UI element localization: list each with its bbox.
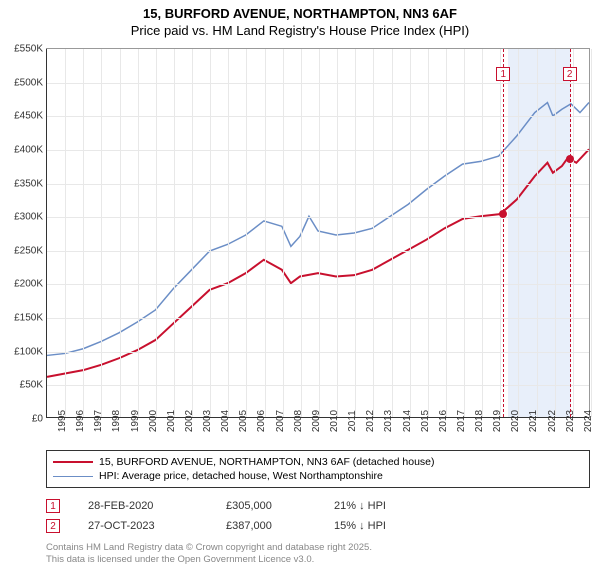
footer-line-2: This data is licensed under the Open Gov…: [46, 554, 590, 566]
sale-date: 27-OCT-2023: [88, 520, 198, 532]
legend-row: 15, BURFORD AVENUE, NORTHAMPTON, NN3 6AF…: [53, 455, 583, 469]
gridline-h: [47, 83, 589, 84]
y-axis-label: £350K: [14, 178, 43, 189]
footer-line-1: Contains HM Land Registry data © Crown c…: [46, 542, 590, 554]
sale-row: 1 28-FEB-2020 £305,000 21% ↓ HPI: [46, 496, 590, 516]
y-axis-label: £200K: [14, 279, 43, 290]
gridline-h: [47, 284, 589, 285]
gridline-v: [210, 49, 211, 417]
gridline-h: [47, 318, 589, 319]
plot-region: £0£50K£100K£150K£200K£250K£300K£350K£400…: [46, 49, 589, 418]
marker-box-2: 2: [563, 67, 577, 81]
marker-line-2: [570, 49, 571, 417]
gridline-v: [555, 49, 556, 417]
gridline-v: [428, 49, 429, 417]
gridline-h: [47, 150, 589, 151]
gridline-h: [47, 184, 589, 185]
y-axis-label: £0: [32, 414, 43, 425]
gridline-v: [83, 49, 84, 417]
y-axis-label: £150K: [14, 313, 43, 324]
gridline-v: [101, 49, 102, 417]
sale-price: £387,000: [226, 520, 306, 532]
gridline-v: [192, 49, 193, 417]
legend-label: HPI: Average price, detached house, West…: [99, 470, 383, 482]
title-line-1: 15, BURFORD AVENUE, NORTHAMPTON, NN3 6AF: [0, 6, 600, 21]
sale-marker-box: 1: [46, 499, 60, 513]
gridline-v: [138, 49, 139, 417]
sale-price: £305,000: [226, 500, 306, 512]
legend-swatch: [53, 461, 93, 463]
x-axis-label: 2025: [591, 410, 600, 432]
gridline-v: [265, 49, 266, 417]
gridline-v: [446, 49, 447, 417]
gridline-h: [47, 217, 589, 218]
gridline-v: [464, 49, 465, 417]
y-axis-label: £550K: [14, 44, 43, 55]
sale-row: 2 27-OCT-2023 £387,000 15% ↓ HPI: [46, 516, 590, 536]
gridline-v: [373, 49, 374, 417]
gridline-v: [156, 49, 157, 417]
marker-dot-1: [499, 210, 507, 218]
gridline-v: [174, 49, 175, 417]
gridline-v: [319, 49, 320, 417]
gridline-v: [65, 49, 66, 417]
gridline-h: [47, 352, 589, 353]
gridline-h: [47, 385, 589, 386]
y-axis-label: £50K: [20, 380, 43, 391]
legend: 15, BURFORD AVENUE, NORTHAMPTON, NN3 6AF…: [46, 450, 590, 488]
marker-line-1: [503, 49, 504, 417]
gridline-v: [573, 49, 574, 417]
y-axis-label: £400K: [14, 144, 43, 155]
gridline-v: [301, 49, 302, 417]
gridline-h: [47, 251, 589, 252]
legend-swatch: [53, 476, 93, 477]
sale-table: 1 28-FEB-2020 £305,000 21% ↓ HPI 2 27-OCT-202…: [46, 496, 590, 536]
y-axis-label: £500K: [14, 77, 43, 88]
gridline-v: [392, 49, 393, 417]
gridline-h: [47, 116, 589, 117]
sale-marker-box: 2: [46, 519, 60, 533]
gridline-v: [410, 49, 411, 417]
chart-area: £0£50K£100K£150K£200K£250K£300K£350K£400…: [46, 48, 590, 418]
legend-row: HPI: Average price, detached house, West…: [53, 469, 583, 483]
gridline-v: [482, 49, 483, 417]
y-axis-label: £300K: [14, 212, 43, 223]
legend-label: 15, BURFORD AVENUE, NORTHAMPTON, NN3 6AF…: [99, 456, 435, 468]
gridline-v: [337, 49, 338, 417]
y-axis-label: £100K: [14, 346, 43, 357]
footer-attribution: Contains HM Land Registry data © Crown c…: [46, 542, 590, 567]
gridline-v: [518, 49, 519, 417]
chart-title: 15, BURFORD AVENUE, NORTHAMPTON, NN3 6AF…: [0, 0, 600, 42]
marker-dot-2: [566, 155, 574, 163]
gridline-v: [591, 49, 592, 417]
gridline-v: [355, 49, 356, 417]
line-layer: [47, 49, 589, 417]
gridline-v: [500, 49, 501, 417]
gridline-v: [120, 49, 121, 417]
gridline-v: [537, 49, 538, 417]
sale-vs-hpi: 15% ↓ HPI: [334, 520, 444, 532]
gridline-v: [228, 49, 229, 417]
y-axis-label: £250K: [14, 245, 43, 256]
marker-box-1: 1: [496, 67, 510, 81]
gridline-v: [283, 49, 284, 417]
title-line-2: Price paid vs. HM Land Registry's House …: [0, 23, 600, 38]
y-axis-label: £450K: [14, 111, 43, 122]
gridline-v: [246, 49, 247, 417]
sale-vs-hpi: 21% ↓ HPI: [334, 500, 444, 512]
sale-date: 28-FEB-2020: [88, 500, 198, 512]
